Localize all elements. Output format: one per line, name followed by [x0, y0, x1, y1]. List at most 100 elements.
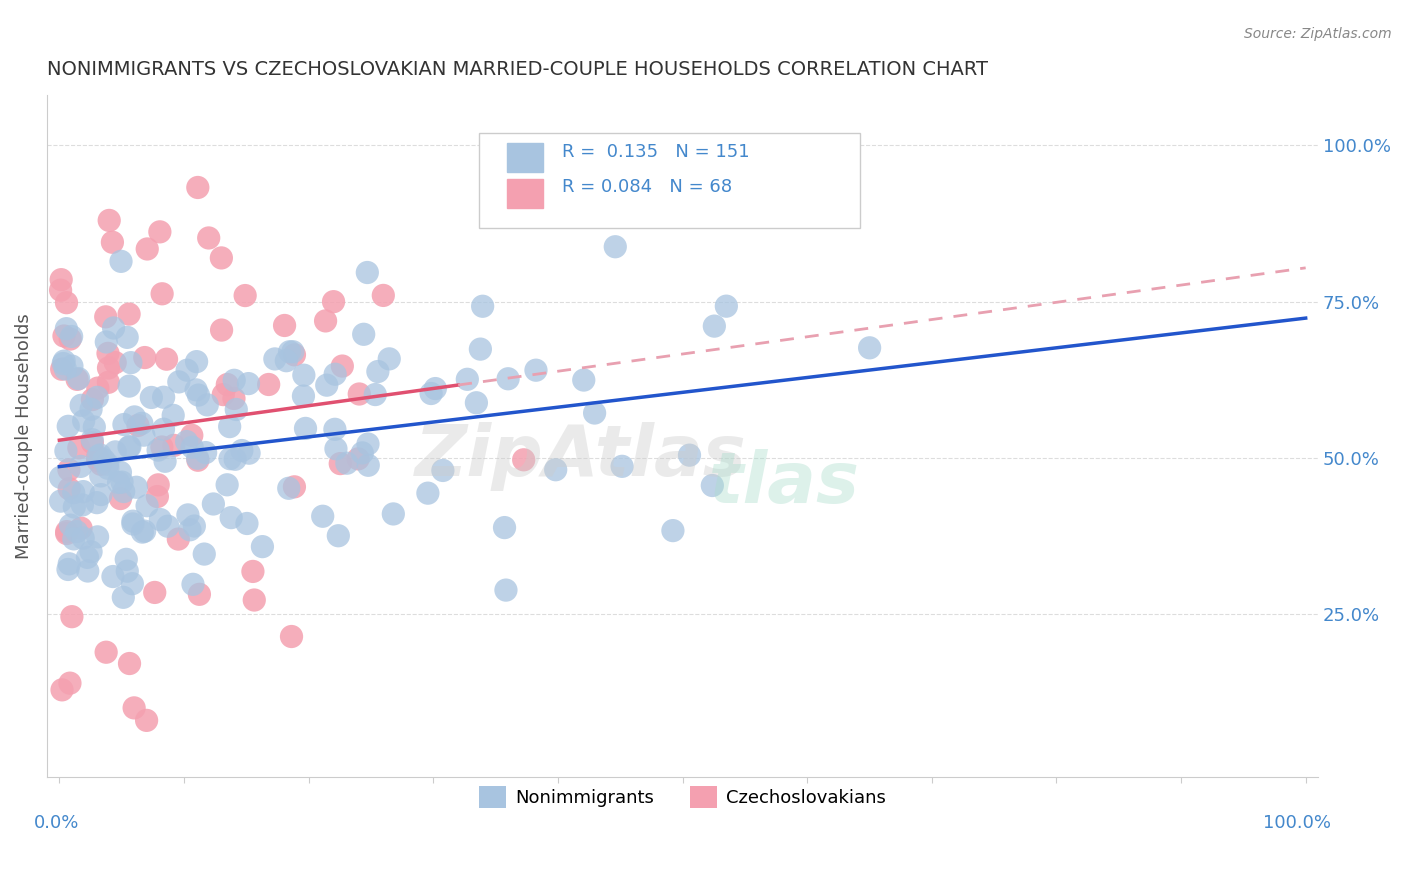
Point	[124, 409, 146, 424]
Point	[187, 180, 209, 194]
Point	[60, 329, 83, 343]
Point	[322, 294, 344, 309]
Point	[217, 477, 239, 491]
Point	[183, 519, 205, 533]
Point	[610, 459, 633, 474]
Point	[283, 348, 305, 362]
Point	[187, 451, 209, 466]
Point	[101, 235, 124, 250]
Point	[115, 330, 138, 344]
Point	[236, 516, 259, 531]
Legend: Nonimmigrants, Czechoslovakians: Nonimmigrants, Czechoslovakians	[472, 779, 893, 815]
Point	[209, 251, 232, 265]
Point	[323, 368, 346, 382]
FancyBboxPatch shape	[479, 133, 860, 228]
Point	[55, 295, 77, 310]
Point	[82, 433, 104, 447]
Point	[51, 273, 73, 287]
Point	[53, 362, 76, 376]
Point	[152, 390, 174, 404]
Point	[117, 564, 139, 578]
Point	[544, 463, 567, 477]
Point	[67, 371, 90, 385]
Point	[373, 288, 395, 302]
Point	[86, 390, 108, 404]
FancyBboxPatch shape	[508, 179, 543, 208]
Point	[219, 451, 242, 466]
Point	[263, 351, 285, 366]
Point	[72, 498, 94, 512]
Point	[131, 525, 153, 540]
Text: NONIMMIGRANTS VS CZECHOSLOVAKIAN MARRIED-COUPLE HOUSEHOLDS CORRELATION CHART: NONIMMIGRANTS VS CZECHOSLOVAKIAN MARRIED…	[46, 60, 988, 78]
Point	[425, 382, 447, 396]
Point	[242, 565, 264, 579]
Point	[143, 585, 166, 599]
Point	[257, 377, 280, 392]
Point	[51, 362, 73, 376]
Point	[152, 422, 174, 436]
Point	[357, 437, 380, 451]
Point	[163, 438, 186, 452]
Point	[238, 376, 260, 391]
Point	[155, 352, 177, 367]
Point	[176, 434, 198, 449]
Point	[59, 676, 82, 690]
Point	[188, 587, 211, 601]
Point	[63, 532, 86, 546]
Point	[470, 342, 492, 356]
Point	[118, 440, 141, 454]
Point	[55, 524, 77, 539]
Point	[107, 475, 129, 490]
Point	[118, 657, 141, 671]
Point	[186, 354, 208, 368]
Point	[382, 507, 405, 521]
Point	[420, 386, 443, 401]
Point	[273, 318, 295, 333]
Point	[176, 363, 198, 377]
Point	[115, 552, 138, 566]
Point	[364, 387, 387, 401]
Point	[97, 346, 120, 360]
Point	[349, 387, 371, 401]
Point	[59, 518, 82, 533]
Y-axis label: Married-couple Households: Married-couple Households	[15, 313, 32, 559]
Point	[233, 288, 256, 302]
Point	[110, 466, 132, 480]
Point	[120, 356, 142, 370]
Point	[524, 363, 547, 377]
Point	[662, 524, 685, 538]
Point	[367, 365, 389, 379]
Point	[127, 418, 149, 433]
Point	[132, 428, 155, 442]
Point	[329, 457, 352, 471]
Point	[465, 396, 488, 410]
Point	[90, 487, 112, 501]
Point	[456, 372, 478, 386]
Point	[96, 334, 118, 349]
Point	[280, 630, 302, 644]
Point	[150, 440, 173, 454]
Point	[67, 441, 90, 455]
Point	[181, 577, 204, 591]
Point	[89, 448, 111, 462]
Point	[294, 421, 316, 435]
Point	[148, 478, 170, 492]
Point	[97, 376, 120, 390]
Point	[167, 532, 190, 546]
Point	[330, 359, 353, 373]
Point	[49, 283, 72, 297]
Point	[702, 478, 724, 492]
Point	[60, 359, 83, 373]
Point	[432, 463, 454, 477]
Text: R =  0.135   N = 151: R = 0.135 N = 151	[562, 143, 749, 161]
Point	[149, 512, 172, 526]
Point	[62, 485, 84, 500]
Point	[231, 443, 253, 458]
Point	[118, 307, 141, 321]
Point	[104, 445, 127, 459]
Point	[76, 550, 98, 565]
Point	[55, 526, 77, 541]
Point	[141, 391, 163, 405]
Point	[222, 392, 245, 406]
Point	[94, 645, 117, 659]
